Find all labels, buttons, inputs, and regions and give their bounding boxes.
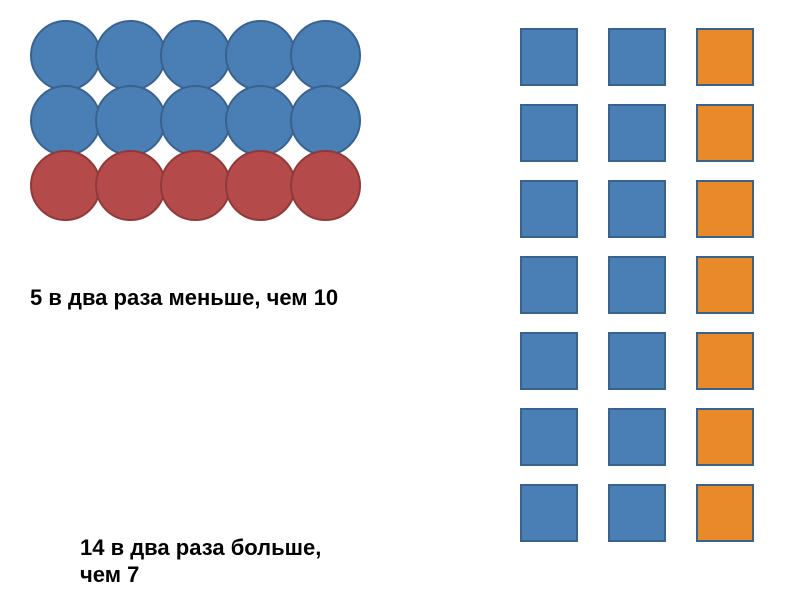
circle-shape xyxy=(30,20,101,91)
square-shape xyxy=(608,484,666,542)
square-shape xyxy=(520,408,578,466)
square-shape xyxy=(520,180,578,238)
square-shape xyxy=(608,256,666,314)
squares-row xyxy=(520,104,754,162)
square-shape xyxy=(520,484,578,542)
circle-shape xyxy=(95,20,166,91)
squares-group xyxy=(520,28,754,560)
square-shape xyxy=(696,28,754,86)
circle-shape xyxy=(160,85,231,156)
caption-2: 14 в два раза больше, xyxy=(80,535,440,561)
squares-row xyxy=(520,28,754,86)
square-shape xyxy=(608,332,666,390)
circle-shape xyxy=(290,20,361,91)
circle-shape xyxy=(160,20,231,91)
square-shape xyxy=(520,104,578,162)
squares-row xyxy=(520,180,754,238)
circles-group xyxy=(30,20,355,215)
square-shape xyxy=(608,28,666,86)
circle-shape xyxy=(225,150,296,221)
circle-shape xyxy=(225,85,296,156)
square-shape xyxy=(608,104,666,162)
square-shape xyxy=(608,180,666,238)
circle-shape xyxy=(225,20,296,91)
square-shape xyxy=(696,256,754,314)
squares-row xyxy=(520,256,754,314)
square-shape xyxy=(520,28,578,86)
circle-shape xyxy=(160,150,231,221)
square-shape xyxy=(696,180,754,238)
square-shape xyxy=(696,332,754,390)
squares-row xyxy=(520,408,754,466)
square-shape xyxy=(696,484,754,542)
circle-shape xyxy=(95,150,166,221)
squares-row xyxy=(520,332,754,390)
square-shape xyxy=(696,408,754,466)
circle-shape xyxy=(95,85,166,156)
circles-row xyxy=(30,85,355,156)
caption-1: 5 в два раза меньше, чем 10 xyxy=(30,285,390,311)
square-shape xyxy=(608,408,666,466)
circle-shape xyxy=(290,150,361,221)
caption-3: чем 7 xyxy=(80,562,440,588)
circle-shape xyxy=(30,150,101,221)
circles-row xyxy=(30,150,355,221)
circle-shape xyxy=(290,85,361,156)
square-shape xyxy=(520,256,578,314)
square-shape xyxy=(696,104,754,162)
squares-row xyxy=(520,484,754,542)
circle-shape xyxy=(30,85,101,156)
square-shape xyxy=(520,332,578,390)
circles-row xyxy=(30,20,355,91)
